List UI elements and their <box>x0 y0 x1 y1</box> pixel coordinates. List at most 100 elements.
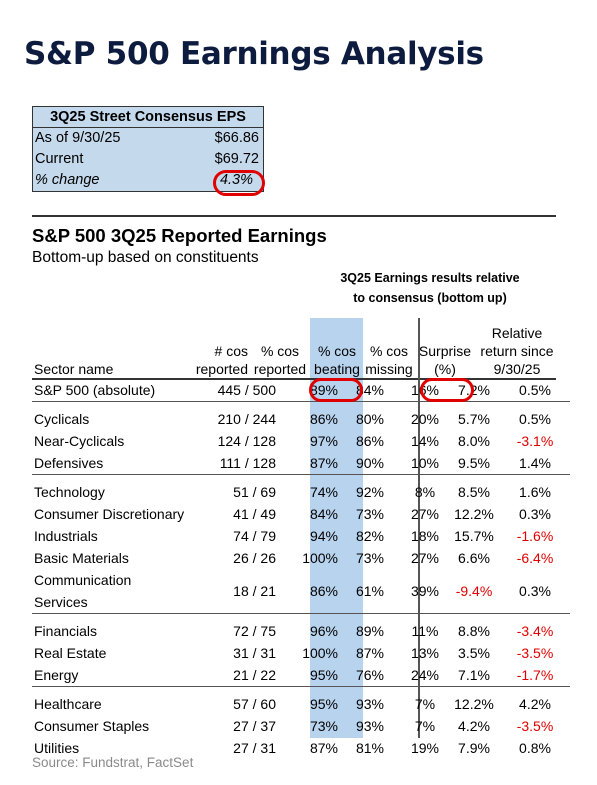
pct-beating-cell: 92% <box>355 484 385 500</box>
cos-reported-cell: 27 / 31 <box>233 740 276 756</box>
table-row: Industrials 74 / 79 94% 82% 18% 15.7% -1.6% <box>32 525 570 547</box>
surprise-pct-cell: 12.2% <box>454 506 494 522</box>
header-text: % cos <box>317 343 357 359</box>
column-header-relative-return: Relative return since 9/30/25 <box>476 324 558 378</box>
eps-row-pct-change: % change 4.3% <box>33 170 263 191</box>
group-separator <box>32 686 570 693</box>
pct-reported-cell: 87% <box>309 455 338 471</box>
relative-return-cell: -1.6% <box>516 528 554 544</box>
pct-missing-cell: 13% <box>410 645 440 661</box>
table-row: Defensives 111 / 128 87% 90% 10% 9.5% 1.4% <box>32 452 570 475</box>
pct-beating-cell: 93% <box>355 696 385 712</box>
table-row: Healthcare 57 / 60 95% 93% 7% 12.2% 4.2% <box>32 693 570 715</box>
surprise-pct-cell: 6.6% <box>458 550 490 566</box>
relative-return-cell: 0.3% <box>519 506 551 522</box>
column-divider <box>418 318 420 738</box>
pct-missing-cell: 39% <box>410 583 440 599</box>
pct-reported-cell: 86% <box>309 411 338 427</box>
surprise-pct-cell: -9.4% <box>455 583 493 599</box>
header-text: 9/30/25 <box>493 361 541 377</box>
header-text: Relative <box>491 325 543 341</box>
group-header-line: to consensus (bottom up) <box>353 291 507 305</box>
sector-name-cell: Communication Services <box>34 572 132 610</box>
cos-reported-cell: 210 / 244 <box>217 411 276 427</box>
pct-reported-cell: 97% <box>309 433 338 449</box>
column-header-reported: # cos reported <box>184 342 248 378</box>
surprise-pct-cell: 12.2% <box>454 696 494 712</box>
sector-name-cell: Healthcare <box>34 696 102 712</box>
cos-reported-cell: 51 / 69 <box>233 484 276 500</box>
table-row: Communication Services 18 / 21 86% 61% 39% -9… <box>32 569 570 614</box>
relative-return-cell: 1.4% <box>519 455 551 471</box>
group-header-line: 3Q25 Earnings results relative <box>340 271 520 285</box>
pct-reported-cell: 100% <box>302 550 338 566</box>
pct-missing-cell: 14% <box>410 433 440 449</box>
eps-row-current: Current $69.72 <box>33 149 263 170</box>
eps-label: % change <box>35 172 100 188</box>
highlight-oval <box>309 378 363 402</box>
sector-name-cell: Consumer Staples <box>34 718 150 734</box>
pct-missing-cell: 10% <box>410 455 440 471</box>
cos-reported-cell: 124 / 128 <box>217 433 276 449</box>
eps-label: Current <box>35 151 84 167</box>
pct-beating-cell: 61% <box>355 583 385 599</box>
sector-name-cell: Real Estate <box>34 645 107 661</box>
surprise-pct-cell: 5.7% <box>458 411 490 427</box>
earnings-table: S&P 500 (absolute) 445 / 500 89% 84% 16% 7.2%… <box>32 379 570 759</box>
pct-beating-cell: 89% <box>355 623 385 639</box>
sector-name-cell: Energy <box>34 667 79 683</box>
surprise-pct-cell: 3.5% <box>458 645 490 661</box>
surprise-pct-cell: 8.5% <box>458 484 490 500</box>
cos-reported-cell: 111 / 128 <box>219 455 276 471</box>
eps-label: As of 9/30/25 <box>35 130 121 146</box>
sector-name-cell: Near-Cyclicals <box>34 433 125 449</box>
header-text: missing <box>365 361 413 377</box>
sector-name-cell: Basic Materials <box>34 550 129 566</box>
cos-reported-cell: 445 / 500 <box>217 382 276 398</box>
relative-return-cell: -1.7% <box>516 667 554 683</box>
group-separator <box>32 401 570 408</box>
pct-beating-cell: 76% <box>355 667 385 683</box>
pct-missing-cell: 27% <box>410 506 440 522</box>
table-row: S&P 500 (absolute) 445 / 500 89% 84% 16% 7.2%… <box>32 379 570 402</box>
column-header-missing: % cos missing <box>364 342 414 378</box>
table-row: Cyclicals 210 / 244 86% 80% 20% 5.7% 0.5% <box>32 408 570 430</box>
pct-reported-cell: 95% <box>309 696 338 712</box>
eps-value: $69.72 <box>214 151 259 167</box>
group-separator <box>32 613 570 620</box>
pct-missing-cell: 27% <box>410 550 440 566</box>
pct-beating-cell: 93% <box>355 718 385 734</box>
pct-beating-cell: 80% <box>355 411 385 427</box>
source-note: Source: Fundstrat, FactSet <box>32 755 194 770</box>
header-text: Surprise <box>418 343 472 359</box>
surprise-pct-cell: 9.5% <box>458 455 490 471</box>
surprise-pct-cell: 4.2% <box>458 718 490 734</box>
sector-name-cell: Defensives <box>34 455 104 471</box>
header-text: beating <box>314 361 360 377</box>
header-text: % cos <box>260 343 300 359</box>
sector-name-cell: Consumer Discretionary <box>34 506 185 522</box>
surprise-pct-cell: 15.7% <box>454 528 494 544</box>
cos-reported-cell: 57 / 60 <box>233 696 276 712</box>
header-divider <box>32 378 556 380</box>
pct-beating-cell: 84% <box>355 382 385 398</box>
cos-reported-cell: 41 / 49 <box>233 506 276 522</box>
table-row: Basic Materials 26 / 26 100% 73% 27% 6.6% -6.4… <box>32 547 570 569</box>
section-divider <box>32 215 556 217</box>
surprise-pct-cell: 8.0% <box>458 433 490 449</box>
sector-name-cell: Industrials <box>34 528 98 544</box>
pct-beating-cell: 90% <box>355 455 385 471</box>
relative-return-cell: 0.5% <box>519 382 551 398</box>
cos-reported-cell: 18 / 21 <box>233 583 276 599</box>
section-title: S&P 500 3Q25 Reported Earnings <box>32 225 327 246</box>
group-separator <box>32 474 570 481</box>
header-text: reported <box>253 361 307 377</box>
table-row: Utilities 27 / 31 87% 81% 19% 7.9% 0.8% <box>32 737 570 759</box>
column-header-sector: Sector name <box>34 360 113 378</box>
pct-beating-cell: 82% <box>355 528 385 544</box>
cos-reported-cell: 72 / 75 <box>233 623 276 639</box>
relative-return-cell: -3.4% <box>516 623 554 639</box>
pct-missing-cell: 18% <box>410 528 440 544</box>
sector-name-cell: Financials <box>34 623 98 639</box>
surprise-pct-cell: 8.8% <box>458 623 490 639</box>
